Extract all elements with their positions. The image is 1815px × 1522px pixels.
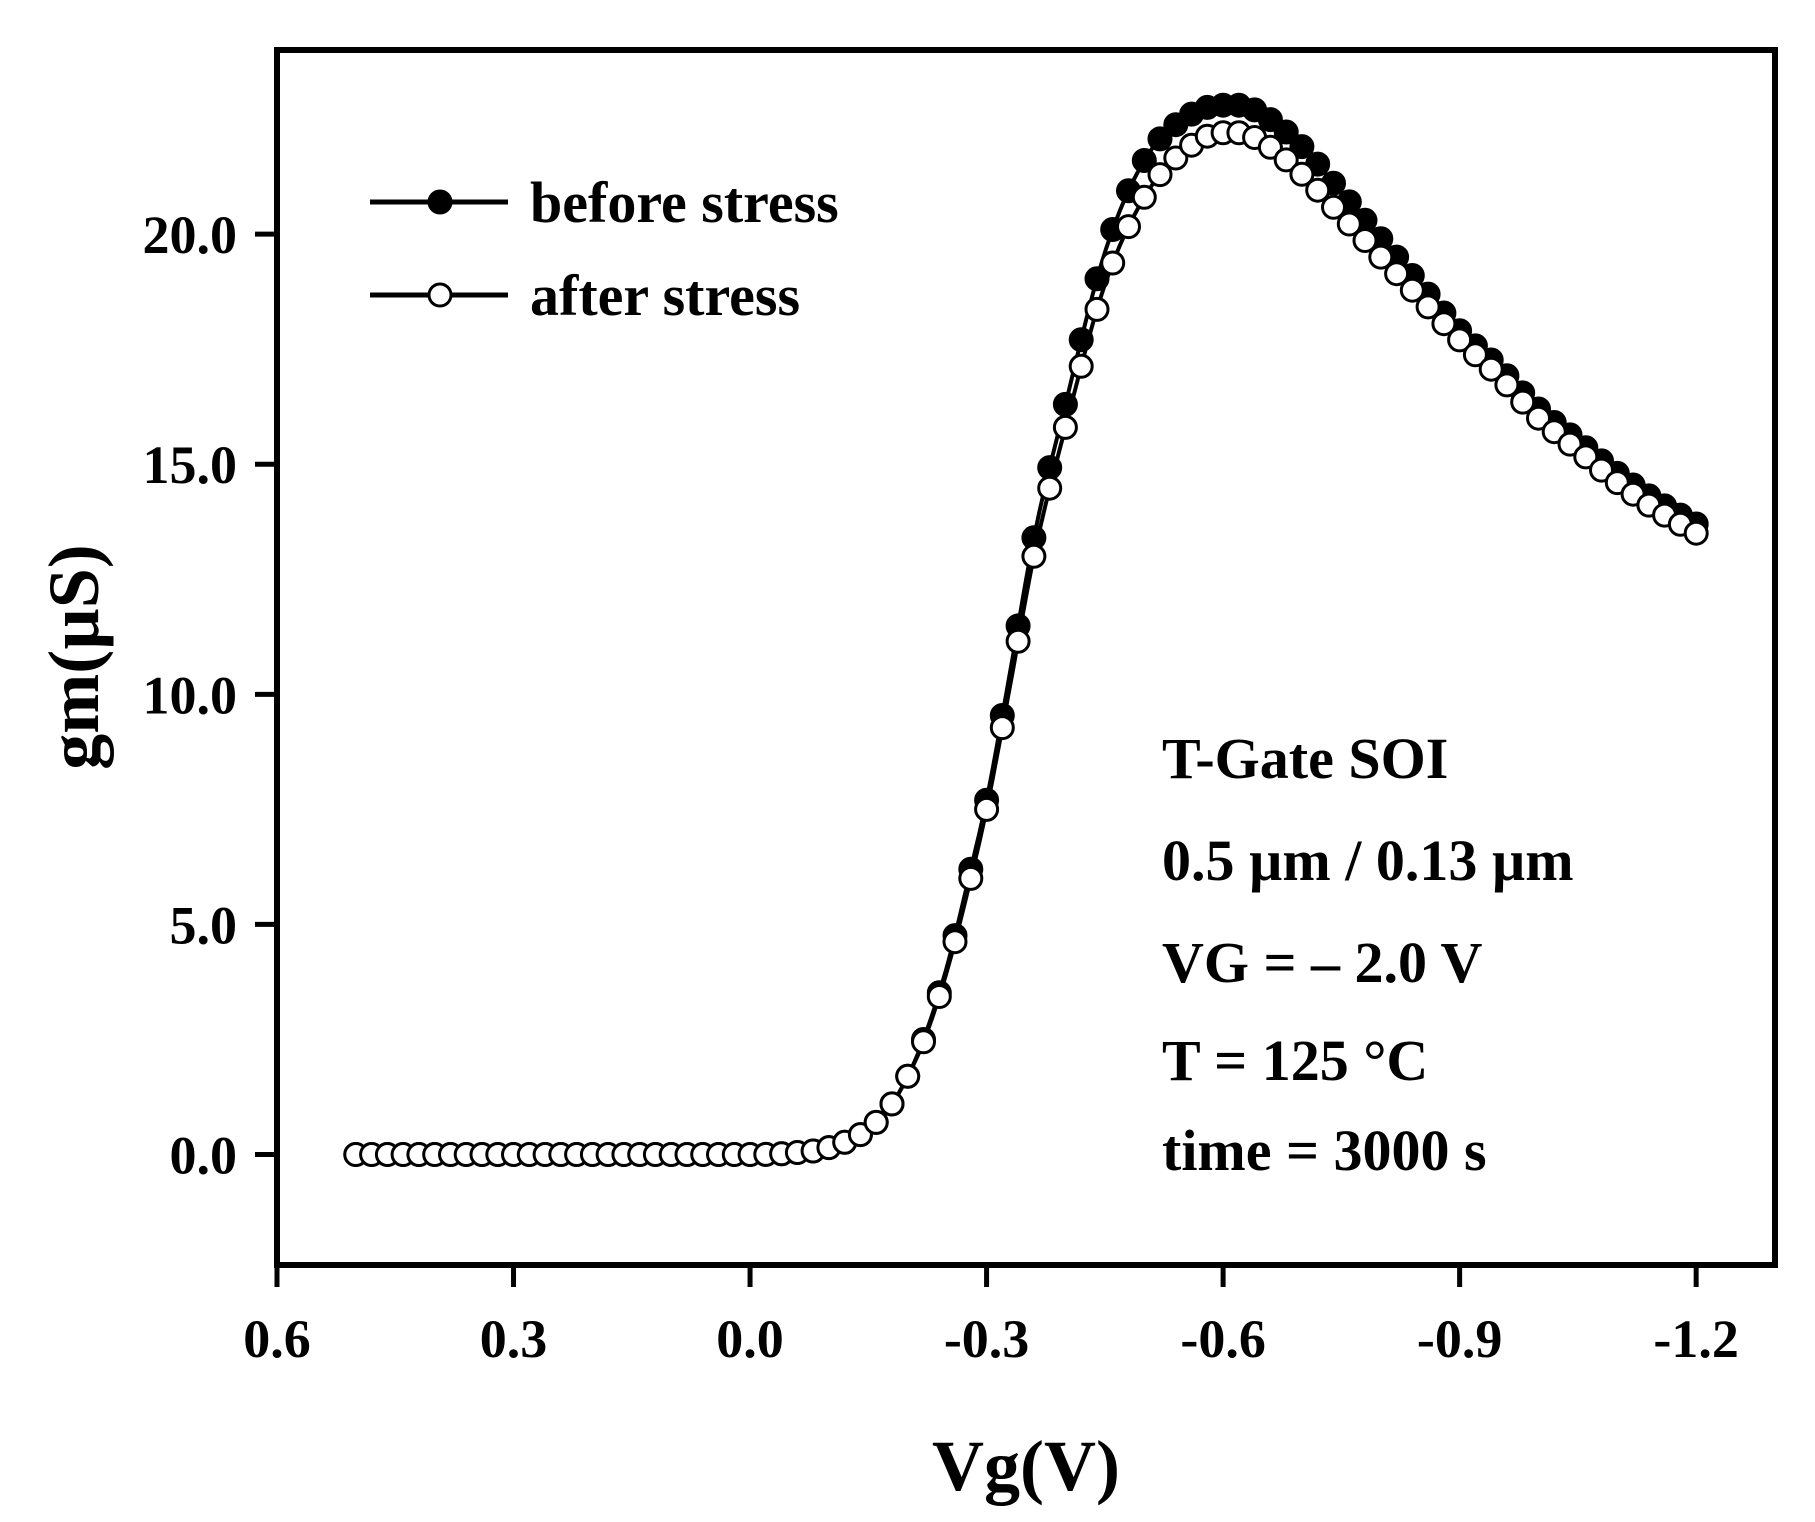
annotation-block: T-Gate SOI 0.5 µm / 0.13 µm VG = – 2.0 V… bbox=[1162, 726, 1574, 1183]
data-point bbox=[989, 715, 1015, 741]
y-axis-title: gm(µS) bbox=[34, 544, 114, 769]
legend-label-before-stress: before stress bbox=[530, 170, 839, 235]
data-point bbox=[1005, 628, 1031, 654]
legend: before stress after stress bbox=[370, 170, 839, 328]
data-point bbox=[1557, 431, 1583, 457]
y-tick-label: 20.0 bbox=[143, 205, 238, 265]
data-point bbox=[879, 1091, 905, 1117]
series-layer bbox=[343, 92, 1709, 1167]
data-point bbox=[1068, 353, 1094, 379]
x-tick-label: -0.9 bbox=[1417, 1309, 1502, 1369]
data-point bbox=[958, 865, 984, 891]
ticks-layer: 0.6 0.3 0.0 -0.3 -0.6 -0.9 -1.2 0.0 5.0 10.0 15.0 2… bbox=[143, 205, 1739, 1369]
data-point bbox=[1494, 372, 1520, 398]
x-tick-label: -0.6 bbox=[1180, 1309, 1265, 1369]
data-point bbox=[1147, 126, 1173, 152]
y-tick-label: 10.0 bbox=[143, 665, 238, 725]
data-point bbox=[863, 1109, 889, 1135]
annotation-dimensions: 0.5 µm / 0.13 µm bbox=[1162, 828, 1574, 893]
data-point bbox=[1573, 444, 1599, 470]
data-point bbox=[1305, 177, 1331, 203]
data-point bbox=[1131, 148, 1157, 173]
data-point bbox=[926, 984, 952, 1009]
data-point bbox=[911, 1029, 936, 1055]
x-axis-title: Vg(V) bbox=[932, 1426, 1120, 1506]
data-point bbox=[1052, 414, 1078, 440]
data-point bbox=[1447, 327, 1473, 353]
data-point bbox=[1273, 119, 1299, 145]
data-point bbox=[1289, 134, 1315, 160]
x-tick-label: -1.2 bbox=[1653, 1309, 1738, 1369]
legend-label-after-stress: after stress bbox=[530, 263, 800, 328]
data-point bbox=[1526, 405, 1551, 431]
data-point bbox=[1321, 194, 1346, 220]
series-markers-1 bbox=[343, 120, 1709, 1167]
annotation-temperature: T = 125 °C bbox=[1162, 1028, 1428, 1093]
annotation-time: time = 3000 s bbox=[1162, 1118, 1487, 1183]
data-point bbox=[1368, 244, 1394, 270]
data-point bbox=[1415, 294, 1441, 320]
data-point bbox=[1384, 261, 1410, 287]
data-point bbox=[1273, 147, 1299, 173]
data-point bbox=[942, 929, 968, 955]
data-point bbox=[1289, 161, 1315, 187]
annotation-gate-voltage: VG = – 2.0 V bbox=[1162, 930, 1483, 995]
legend-marker-after bbox=[427, 282, 453, 308]
data-point bbox=[1399, 277, 1425, 303]
annotation-device: T-Gate SOI bbox=[1162, 726, 1448, 791]
data-point bbox=[1336, 211, 1362, 237]
data-point bbox=[1131, 184, 1157, 210]
y-tick-label: 15.0 bbox=[143, 435, 238, 495]
plot-frame bbox=[274, 47, 1778, 1268]
data-point bbox=[1163, 145, 1189, 171]
data-point bbox=[1462, 342, 1488, 368]
data-point bbox=[1510, 389, 1536, 415]
data-point bbox=[1352, 228, 1378, 253]
series-markers-0 bbox=[343, 92, 1709, 1167]
x-tick-label: 0.3 bbox=[480, 1309, 548, 1369]
data-point bbox=[1100, 250, 1126, 276]
data-point bbox=[1084, 296, 1110, 322]
y-tick-label: 0.0 bbox=[170, 1126, 238, 1186]
x-tick-label: 0.0 bbox=[716, 1309, 784, 1369]
x-tick-label: -0.3 bbox=[944, 1309, 1029, 1369]
data-point bbox=[1037, 475, 1063, 501]
data-point bbox=[1116, 214, 1141, 240]
data-point bbox=[974, 796, 1000, 822]
legend-marker-before bbox=[427, 189, 453, 215]
y-tick-label: 5.0 bbox=[170, 895, 238, 955]
data-point bbox=[1431, 311, 1457, 337]
data-point bbox=[1478, 356, 1504, 382]
data-point bbox=[1147, 162, 1173, 188]
data-point bbox=[1021, 543, 1047, 569]
data-point bbox=[1257, 134, 1283, 160]
data-point bbox=[895, 1063, 921, 1089]
data-point bbox=[1683, 520, 1709, 546]
x-tick-label: 0.6 bbox=[243, 1309, 311, 1369]
